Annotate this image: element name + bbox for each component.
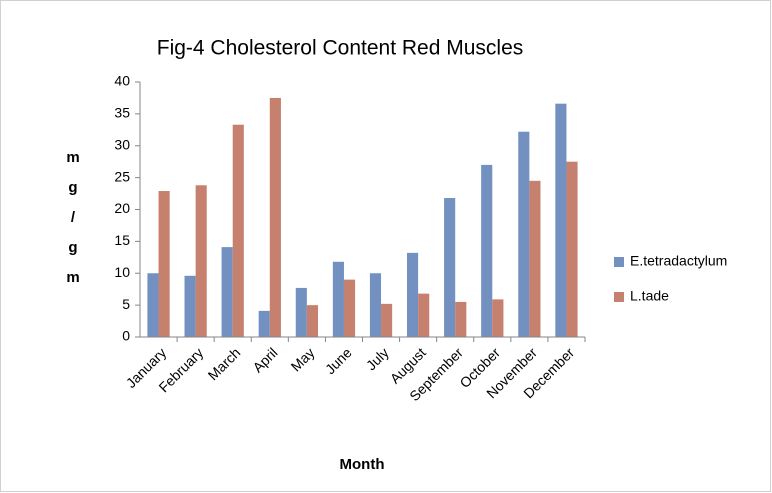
bar	[492, 299, 504, 337]
bar	[306, 305, 318, 337]
legend-label: L.tade	[630, 288, 669, 304]
y-tick-label: 20	[114, 200, 130, 216]
bar	[518, 131, 530, 337]
y-tick-label: 5	[122, 296, 130, 312]
bar	[566, 161, 578, 337]
y-tick-label: 40	[114, 73, 130, 89]
bar	[258, 310, 270, 337]
x-axis-label: Month	[340, 456, 385, 473]
bar	[444, 198, 456, 337]
y-tick-label: 10	[114, 264, 130, 280]
bar	[369, 273, 382, 337]
y-tick-label: 30	[114, 136, 130, 152]
y-tick-label: 25	[114, 168, 130, 184]
legend-swatch	[614, 292, 624, 302]
y-tick-label: 0	[122, 328, 130, 344]
bar	[184, 275, 196, 337]
y-tick-label: 15	[114, 232, 130, 248]
bar	[455, 301, 467, 337]
bar	[555, 103, 567, 337]
chart-title: Fig-4 Cholesterol Content Red Muscles	[157, 37, 524, 60]
bar	[481, 164, 493, 337]
y-axis-label: m g / g m	[66, 149, 79, 286]
bar	[269, 97, 281, 337]
bar	[418, 293, 430, 337]
bar	[332, 261, 344, 337]
bar	[381, 303, 393, 337]
legend-label: E.tetradactylum	[630, 253, 727, 269]
y-tick-label: 35	[114, 105, 130, 121]
bar	[295, 287, 307, 337]
bar	[529, 180, 541, 337]
bar	[232, 124, 244, 338]
bar	[407, 252, 419, 337]
bar	[158, 191, 170, 337]
bar	[147, 273, 159, 337]
bar	[221, 247, 233, 337]
bar	[195, 185, 207, 337]
legend-swatch	[614, 257, 624, 267]
bar	[343, 279, 356, 337]
